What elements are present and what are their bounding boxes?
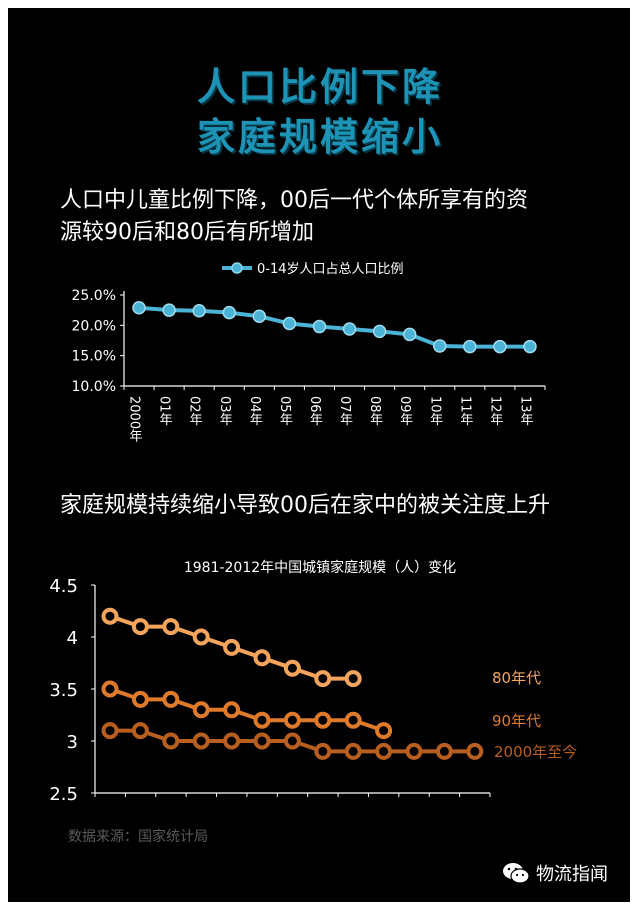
x-tick-label: 11年 bbox=[457, 396, 473, 426]
x-tick-label: 2000年 bbox=[127, 396, 143, 443]
data-point bbox=[283, 711, 301, 729]
y-tick-label: 15.0% bbox=[72, 349, 116, 365]
wechat-icon bbox=[503, 863, 530, 884]
y-tick-label: 20.0% bbox=[72, 318, 116, 334]
y-tick-label: 4.5 bbox=[49, 576, 78, 597]
data-point bbox=[131, 722, 149, 740]
x-tick-label: 04年 bbox=[247, 396, 262, 426]
data-point bbox=[101, 607, 119, 625]
x-tick-label: 10年 bbox=[427, 396, 443, 426]
main-title-line-2: 家庭规模缩小 bbox=[196, 115, 443, 159]
data-point bbox=[131, 618, 149, 636]
data-point bbox=[222, 305, 236, 320]
x-tick-label: 03年 bbox=[217, 396, 233, 426]
data-point bbox=[282, 316, 297, 331]
chart1-caption-line-1: 人口中儿童比例下降，00后一代个体所享有的资 bbox=[60, 188, 528, 213]
data-point bbox=[312, 319, 327, 334]
legend-label: 0-14岁人口占总人口比例 bbox=[257, 262, 404, 277]
legend-marker bbox=[231, 262, 243, 274]
x-tick-label: 01年 bbox=[157, 396, 173, 426]
data-point bbox=[375, 742, 393, 760]
y-tick-label: 2.5 bbox=[49, 784, 78, 805]
data-point bbox=[162, 732, 180, 750]
series-label: 80年代 bbox=[492, 669, 541, 687]
data-point bbox=[283, 659, 301, 677]
data-point bbox=[375, 722, 393, 740]
x-tick-label: 08年 bbox=[367, 396, 383, 426]
data-point bbox=[253, 732, 271, 750]
data-point bbox=[101, 680, 119, 698]
x-tick-label: 13年 bbox=[517, 396, 533, 426]
data-point bbox=[192, 628, 210, 646]
data-point bbox=[402, 327, 417, 342]
data-point bbox=[192, 732, 210, 750]
data-point bbox=[463, 339, 477, 354]
data-point bbox=[314, 711, 332, 729]
series-line bbox=[109, 687, 385, 733]
data-point bbox=[223, 638, 241, 656]
y-tick-label: 10.0% bbox=[72, 379, 116, 395]
data-point bbox=[132, 300, 146, 315]
data-point bbox=[314, 670, 332, 688]
y-tick-label: 3 bbox=[67, 732, 78, 753]
data-point bbox=[253, 649, 271, 667]
x-tick-label: 07年 bbox=[337, 396, 353, 426]
x-tick-label: 09年 bbox=[397, 396, 413, 426]
data-point bbox=[223, 732, 241, 750]
series-label: 90年代 bbox=[492, 712, 541, 730]
chart2-title: 1981-2012年中国城镇家庭规模（人）变化 bbox=[184, 559, 456, 576]
data-point bbox=[372, 324, 387, 339]
y-tick-label: 25.0% bbox=[72, 288, 116, 304]
data-point bbox=[283, 732, 301, 750]
data-source: 数据来源：国家统计局 bbox=[68, 829, 208, 845]
data-point bbox=[192, 304, 206, 318]
brand: 物流指闻 bbox=[502, 860, 608, 886]
data-point bbox=[162, 690, 180, 708]
data-point bbox=[192, 701, 210, 719]
x-tick-label: 02年 bbox=[187, 396, 203, 426]
data-point bbox=[433, 339, 447, 353]
data-point bbox=[223, 701, 241, 719]
data-point bbox=[101, 722, 119, 740]
data-point bbox=[162, 303, 176, 317]
data-point bbox=[435, 742, 453, 760]
data-point bbox=[162, 618, 180, 636]
data-point bbox=[252, 309, 267, 323]
x-tick-label: 05年 bbox=[277, 396, 293, 426]
data-point bbox=[314, 742, 332, 760]
data-point bbox=[342, 322, 357, 336]
x-tick-label: 06年 bbox=[307, 396, 323, 426]
data-point bbox=[523, 339, 537, 354]
main-title-line-1: 人口比例下降 bbox=[196, 65, 443, 109]
data-point bbox=[493, 339, 507, 354]
series-label: 2000年至今 bbox=[494, 743, 577, 761]
data-point bbox=[253, 711, 271, 729]
data-point bbox=[405, 742, 423, 760]
data-point bbox=[344, 670, 362, 688]
data-point bbox=[344, 742, 362, 760]
chart2-caption: 家庭规模持续缩小导致00后在家中的被关注度上升 bbox=[60, 493, 550, 518]
chart1-caption-line-2: 源较90后和80后有所增加 bbox=[60, 220, 314, 245]
data-point bbox=[466, 742, 484, 760]
y-tick-label: 4 bbox=[67, 628, 78, 649]
y-tick-label: 3.5 bbox=[49, 680, 78, 701]
brand-name: 物流指闻 bbox=[536, 864, 608, 885]
data-point bbox=[131, 690, 149, 708]
data-point bbox=[344, 711, 362, 729]
x-tick-label: 12年 bbox=[487, 396, 503, 426]
